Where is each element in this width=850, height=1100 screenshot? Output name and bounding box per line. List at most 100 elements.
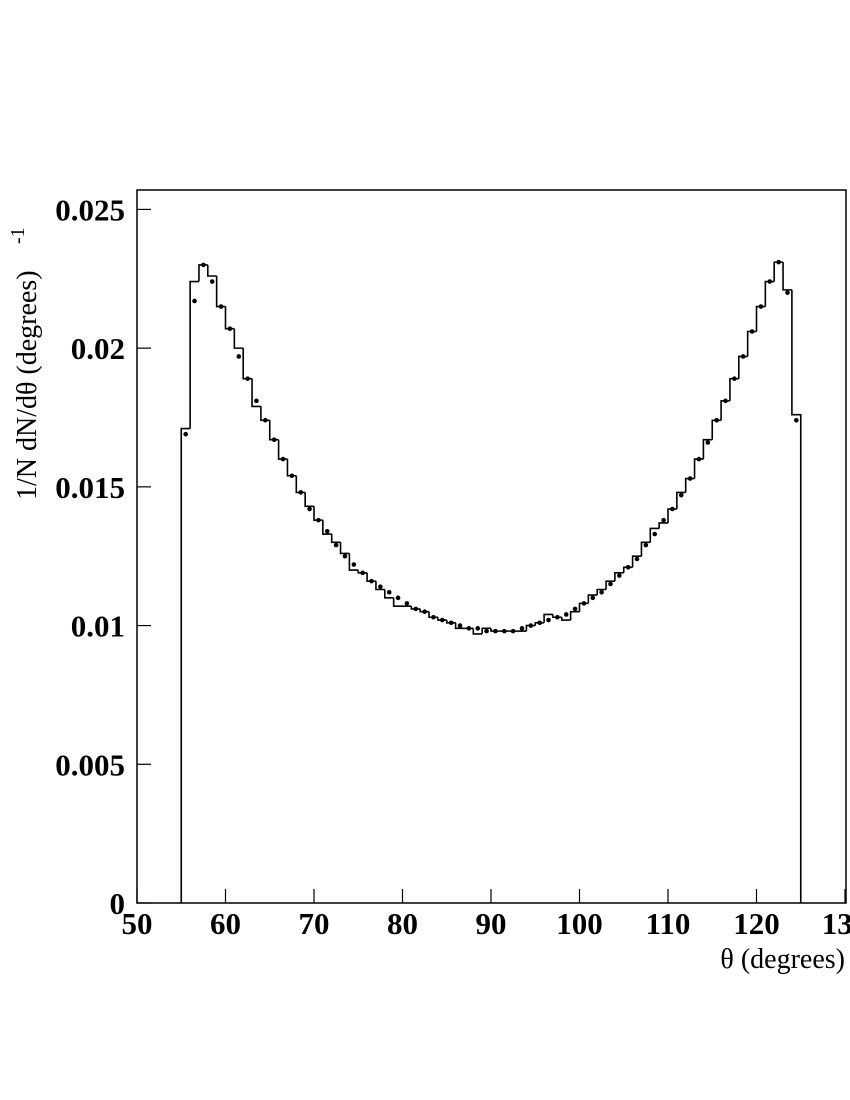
histogram-bin xyxy=(587,594,598,604)
histogram-bin xyxy=(605,580,615,590)
data-point xyxy=(254,398,259,404)
data-point xyxy=(740,354,746,359)
histogram-bin xyxy=(649,527,660,543)
data-point xyxy=(404,601,410,606)
histogram-bin xyxy=(746,330,757,357)
histogram-bin xyxy=(631,555,642,568)
histogram-bin xyxy=(561,617,571,621)
y-tick-label: 0 xyxy=(110,886,126,921)
histogram-bin xyxy=(738,355,748,379)
data-point xyxy=(581,601,587,606)
y-tick-label: 0.005 xyxy=(55,747,125,782)
histogram-bin xyxy=(392,597,403,607)
histogram-bin xyxy=(286,459,297,477)
histogram-bin xyxy=(180,427,191,903)
data-point xyxy=(333,542,339,548)
x-tick-label: 90 xyxy=(476,906,507,941)
data-point xyxy=(563,612,569,617)
data-point xyxy=(378,584,383,590)
y-tick-label: 0.02 xyxy=(71,331,125,366)
x-tick-label: 60 xyxy=(210,906,241,941)
histogram-bin xyxy=(472,628,483,635)
histogram-bin xyxy=(322,520,332,535)
data-point xyxy=(714,417,719,423)
data-point xyxy=(767,279,773,284)
data-point xyxy=(342,553,348,559)
y-axis-label-group: 1/N dN/dθ (degrees) -1 xyxy=(7,227,43,500)
histogram-bin xyxy=(268,420,279,441)
data-point xyxy=(298,490,304,495)
data-point xyxy=(422,609,427,614)
data-point xyxy=(316,517,321,523)
data-point xyxy=(236,354,242,359)
data-point xyxy=(192,298,197,304)
data-point xyxy=(794,417,799,423)
histogram-bin xyxy=(348,553,359,571)
data-point xyxy=(201,262,206,268)
histogram-bin xyxy=(711,419,722,440)
data-point xyxy=(280,456,286,462)
data-point xyxy=(183,431,188,437)
data-point xyxy=(705,440,711,445)
data-point xyxy=(696,456,702,462)
data-point xyxy=(413,606,419,612)
data-point xyxy=(360,570,365,576)
data-point xyxy=(678,492,684,498)
data-point xyxy=(643,542,649,548)
data-point xyxy=(227,326,233,332)
data-point xyxy=(324,528,330,534)
data-point xyxy=(546,617,551,623)
histogram-bin xyxy=(614,572,624,582)
histogram-bin xyxy=(251,378,261,408)
histogram-bin xyxy=(791,289,802,903)
data-point xyxy=(634,556,640,562)
histogram-bin xyxy=(755,305,766,332)
data-point xyxy=(723,398,728,404)
data-point xyxy=(732,376,737,381)
x-tick-label: 100 xyxy=(556,906,603,941)
x-tick-label: 80 xyxy=(387,906,418,941)
histogram-bin xyxy=(215,276,226,308)
histogram-bin xyxy=(640,541,651,557)
x-tick-label: 50 xyxy=(122,906,153,941)
data-point xyxy=(484,628,489,634)
data-point xyxy=(457,623,463,628)
histogram-bin xyxy=(277,439,288,460)
data-point xyxy=(263,417,268,423)
data-point xyxy=(510,628,516,634)
x-tick-label: 120 xyxy=(733,906,780,941)
histogram-bin xyxy=(189,280,199,429)
y-tick-label: 0.025 xyxy=(55,192,125,227)
histogram-bin xyxy=(242,348,253,380)
y-axis-label: 1/N dN/dθ (degrees) xyxy=(12,270,43,500)
histogram-bin xyxy=(543,613,553,623)
data-point xyxy=(369,578,374,584)
data-point xyxy=(572,606,578,612)
histogram-bin xyxy=(764,280,775,307)
data-point xyxy=(590,595,596,601)
data-point xyxy=(776,259,781,265)
data-point xyxy=(670,506,675,512)
histogram-bin xyxy=(454,622,465,630)
histogram-bin xyxy=(304,492,314,508)
data-point xyxy=(528,623,534,628)
data-point xyxy=(351,562,357,567)
histogram-bin xyxy=(330,534,341,544)
histogram-bin xyxy=(295,475,306,494)
histogram-bin xyxy=(720,400,730,421)
data-point xyxy=(475,626,481,631)
data-point xyxy=(307,506,312,512)
y-axis-label-superscript: -1 xyxy=(7,227,29,244)
histogram-bin xyxy=(693,458,704,479)
histogram-bin xyxy=(773,261,784,282)
histogram-bin xyxy=(339,542,350,555)
data-point xyxy=(608,581,613,587)
data-point xyxy=(440,617,445,623)
histogram-bin xyxy=(481,627,491,634)
data-point xyxy=(599,589,604,595)
data-point xyxy=(661,517,666,523)
data-point xyxy=(289,473,295,479)
data-point xyxy=(749,329,755,334)
histogram-bin xyxy=(224,306,235,330)
data-point xyxy=(271,437,277,442)
